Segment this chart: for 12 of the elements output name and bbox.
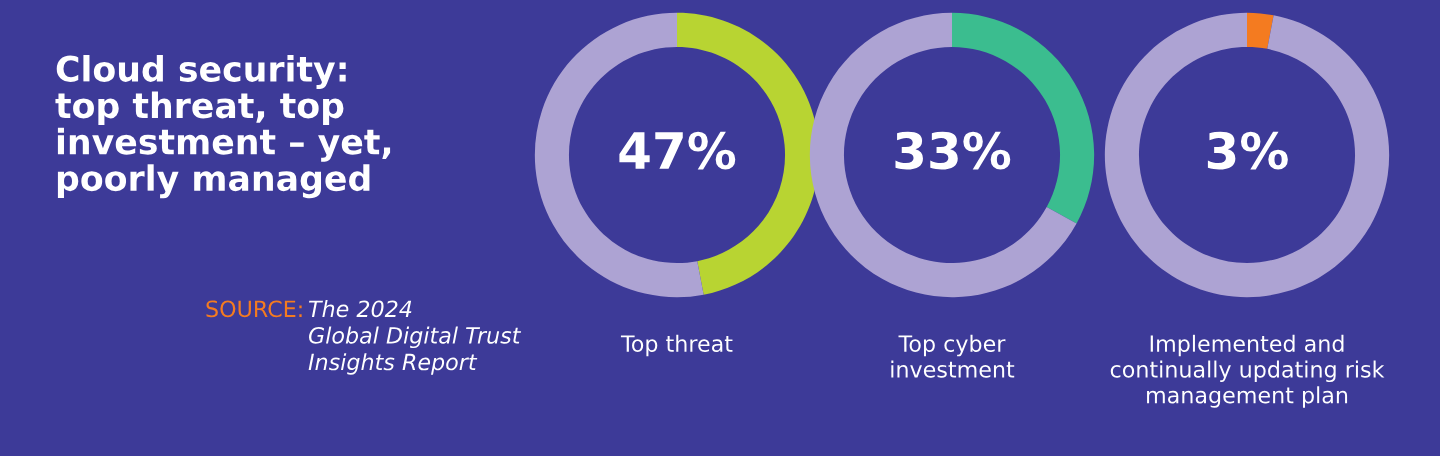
data-label: 47% [619, 131, 736, 170]
donut-slice [1104, 12, 1390, 298]
text: Top threat [620, 334, 733, 357]
data-label: 33% [895, 131, 1011, 170]
source-note: SOURCE: [206, 300, 302, 318]
data-label: 3% [1207, 131, 1288, 170]
donut-slice [1247, 12, 1274, 49]
text: Cloud security: top threat, top investment – yet, poorly managed [55, 55, 391, 199]
text: Implemented and continually updating risk management plan [1110, 334, 1385, 408]
text: The 2024 Global Digital Trust Insights Report [308, 300, 522, 375]
donut-slice [809, 12, 1077, 298]
text: Top cyber investment [891, 334, 1015, 378]
